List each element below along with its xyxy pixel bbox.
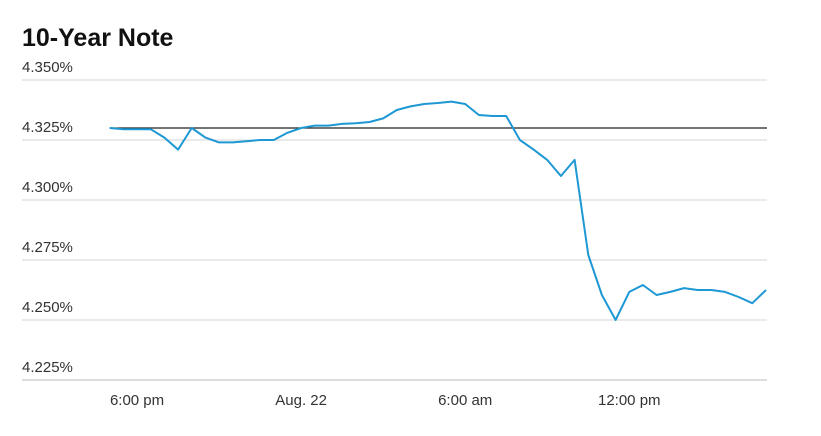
y-tick-label: 4.225% [22,359,73,376]
x-tick-label: Aug. 22 [275,392,327,409]
x-tick-label: 6:00 pm [110,392,164,409]
y-tick-label: 4.350% [22,59,73,76]
y-tick-label: 4.275% [22,239,73,256]
y-tick-label: 4.300% [22,179,73,196]
price-line [109,100,767,321]
y-tick-label: 4.250% [22,299,73,316]
x-tick-label: 12:00 pm [598,392,661,409]
x-tick-label: 6:00 am [438,392,492,409]
chart-title: 10-Year Note [22,24,174,52]
y-tick-label: 4.325% [22,119,73,136]
